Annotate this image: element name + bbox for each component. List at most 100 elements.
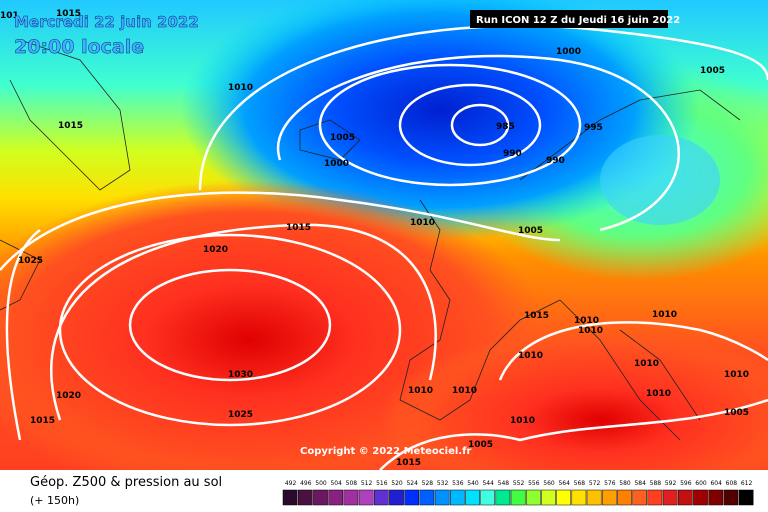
isobar-label: 1010: [578, 326, 603, 336]
legend-label: 600: [695, 480, 707, 487]
high-field: [380, 330, 768, 510]
legend-swatch: [282, 489, 298, 506]
isobar-label: 1005: [724, 408, 749, 418]
legend-label: 524: [406, 480, 418, 487]
legend-swatch: [449, 489, 465, 506]
isobar-label: 1010: [574, 316, 599, 326]
legend-label: 520: [391, 480, 403, 487]
isobar-label: 1030: [228, 370, 253, 380]
legend-label: 508: [346, 480, 358, 487]
isobars: [0, 24, 768, 471]
legend: 492 496 500 504 508 512 516 520 524 528 532 536 540 5…: [282, 480, 754, 506]
legend-swatch: [556, 489, 572, 506]
isobar-label: 1010: [408, 386, 433, 396]
legend-swatch: [343, 489, 359, 506]
isobar-label: 1010: [724, 370, 749, 380]
isobar-label: 1010: [510, 416, 535, 426]
isobar-label: 101: [0, 11, 19, 21]
isobar-label: 1010: [634, 359, 659, 369]
legend-swatch: [723, 489, 739, 506]
legend-label: 584: [634, 480, 646, 487]
isobar-label: 1010: [452, 386, 477, 396]
isobar-label: 1015: [30, 416, 55, 426]
isobar-label: 1005: [700, 66, 725, 76]
legend-label: 496: [300, 480, 312, 487]
time: 20:00 locale: [14, 36, 144, 58]
isobar-label: 1015: [56, 9, 81, 19]
legend-swatch: [389, 489, 404, 506]
isobar-labels: 101 1015 1010 1015 1005 1000 985 990 995 990 1000 1…: [0, 9, 749, 468]
isobar-label: 1005: [330, 133, 355, 143]
isobar-label: 1025: [18, 256, 43, 266]
legend-swatch: [541, 489, 556, 506]
isobar-label: 1020: [203, 245, 228, 255]
legend-swatch: [419, 489, 435, 506]
isobar-label: 1010: [228, 83, 253, 93]
legend-swatch: [708, 489, 724, 506]
legend-swatch: [525, 489, 541, 506]
legend-title: Géop. Z500 & pression au sol: [30, 475, 222, 490]
isobar-label: 1015: [286, 223, 311, 233]
legend-swatch: [601, 489, 617, 506]
legend-label: 592: [665, 480, 677, 487]
legend-swatch: [677, 489, 693, 506]
legend-swatch: [328, 489, 344, 506]
run-label: Run ICON 12 Z du Jeudi 16 juin 2022: [476, 15, 680, 26]
legend-swatch: [510, 489, 526, 506]
isobar-label: 1005: [518, 226, 543, 236]
isobar-label: 985: [496, 122, 515, 132]
legend-swatch: [297, 489, 313, 506]
legend-label: 544: [482, 480, 494, 487]
legend-label: 612: [741, 480, 753, 487]
legend-swatch: [571, 489, 587, 506]
isobar-label: 1015: [58, 121, 83, 131]
legend-swatch: [373, 489, 389, 506]
legend-label: 588: [650, 480, 662, 487]
legend-label: 556: [528, 480, 540, 487]
legend-label: 500: [315, 480, 327, 487]
isobar-label: 1015: [396, 458, 421, 468]
isobar-label: 1015: [524, 311, 549, 321]
legend-swatch: [586, 489, 602, 506]
legend-swatch: [738, 489, 754, 506]
legend-label: 580: [619, 480, 631, 487]
legend-swatch: [632, 489, 648, 506]
legend-label: 528: [422, 480, 434, 487]
legend-subtitle: (+ 150h): [30, 494, 79, 507]
legend-label: 504: [330, 480, 342, 487]
isobar-label: 1020: [56, 391, 81, 401]
legend-label: 572: [589, 480, 601, 487]
coastlines: [0, 39, 741, 441]
isobar-label: 1010: [652, 310, 677, 320]
legend-label: 492: [285, 480, 297, 487]
legend-label: 596: [680, 480, 692, 487]
copyright: Copyright © 2022 Meteociel.fr: [300, 446, 471, 457]
legend-label: 552: [513, 480, 525, 487]
legend-swatch: [647, 489, 663, 506]
legend-swatch: [434, 489, 450, 506]
legend-swatch: [313, 489, 328, 506]
date: Mercredi 22 juin 2022: [14, 13, 199, 31]
legend-swatch: [662, 489, 678, 506]
legend-swatch: [480, 489, 496, 506]
isobar-label: 1005: [468, 440, 493, 450]
isobar-label: 1000: [556, 47, 581, 57]
field: [600, 135, 720, 225]
legend-swatch: [404, 489, 420, 506]
legend-label: 604: [710, 480, 722, 487]
isobar-label: 1010: [646, 389, 671, 399]
legend-label: 568: [574, 480, 586, 487]
legend-swatch: [617, 489, 632, 506]
legend-label: 536: [452, 480, 464, 487]
legend-label: 608: [726, 480, 738, 487]
legend-swatch: [465, 489, 480, 506]
legend-label: 512: [361, 480, 373, 487]
legend-label: 548: [498, 480, 510, 487]
legend-swatch: [495, 489, 511, 506]
legend-label: 540: [467, 480, 479, 487]
legend-label: 516: [376, 480, 388, 487]
run-box: [470, 10, 668, 28]
legend-swatch: [693, 489, 708, 506]
